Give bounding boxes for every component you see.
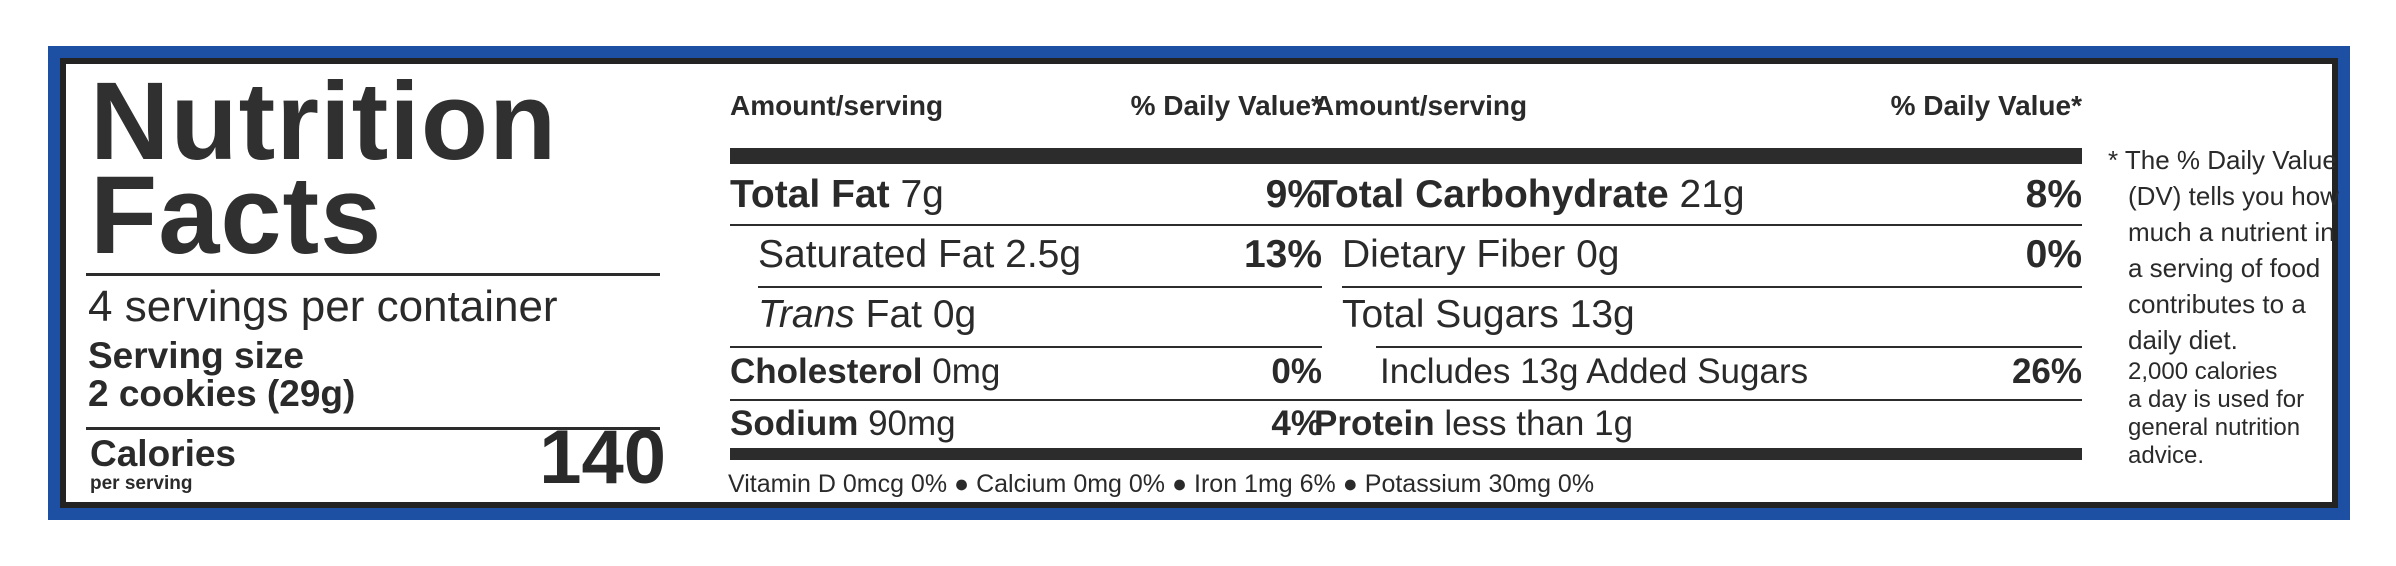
title-facts: Facts bbox=[90, 154, 383, 277]
rule-sugars bbox=[1376, 346, 2082, 348]
col2-bottom-rule bbox=[1314, 448, 2082, 460]
footnote-line5: contributes to a bbox=[2128, 289, 2306, 319]
protein-row: Protein less than 1g bbox=[1314, 403, 1633, 445]
calories-value: 140 bbox=[539, 415, 666, 500]
rule-added-sugars bbox=[1314, 399, 2082, 401]
footnote-line1: * The % Daily Value bbox=[2108, 145, 2337, 175]
micro-potassium: Potassium 30mg 0% bbox=[1364, 470, 1595, 498]
micro-iron: Iron 1mg 6% bbox=[1194, 470, 1336, 498]
bullet-icon: ● bbox=[1171, 470, 1195, 498]
col2-header-amount: Amount/serving bbox=[1314, 90, 1528, 121]
bullet-icon: ● bbox=[954, 470, 977, 498]
fiber-amount: 0g bbox=[1576, 233, 1620, 276]
rule-title bbox=[86, 273, 660, 276]
cholesterol-amount: 0mg bbox=[932, 352, 1001, 391]
micro-vitamin-d: Vitamin D 0mcg 0% bbox=[728, 470, 948, 498]
col2-header-dv: % Daily Value* bbox=[1890, 90, 2082, 121]
cholesterol-name: Cholesterol bbox=[730, 352, 923, 391]
footnote-line9: general nutrition bbox=[2128, 414, 2301, 441]
total-fat-amount: 7g bbox=[900, 173, 944, 216]
fiber-row: Dietary Fiber 0g bbox=[1342, 232, 1619, 278]
title-nutrition: Nutrition bbox=[90, 60, 558, 183]
cholesterol-row: Cholesterol 0mg bbox=[730, 351, 1000, 393]
sat-fat-dv: 13% bbox=[1243, 233, 1322, 276]
servings-per-container: 4 servings per container bbox=[88, 282, 558, 331]
serving-size-value: 2 cookies (29g) bbox=[88, 373, 356, 414]
protein-name: Protein bbox=[1314, 404, 1435, 443]
calories-label: Calories bbox=[90, 433, 237, 474]
footnote-line10: advice. bbox=[2128, 442, 2205, 469]
rule-total-carb bbox=[1314, 224, 2082, 226]
total-carb-amount: 21g bbox=[1679, 173, 1745, 216]
rule-total-fat bbox=[730, 224, 1322, 226]
cholesterol-dv: 0% bbox=[1271, 352, 1322, 391]
micronutrients-line: Vitamin D 0mcg 0% ● Calcium 0mg 0% ● Iro… bbox=[728, 468, 1594, 500]
sodium-amount: 90mg bbox=[868, 404, 956, 443]
col1-bottom-rule bbox=[730, 448, 1322, 460]
total-fat-name: Total Fat bbox=[730, 173, 890, 216]
sodium-row: Sodium 90mg bbox=[730, 403, 956, 445]
col1-header-amount: Amount/serving bbox=[730, 90, 944, 121]
rule-fiber bbox=[1342, 286, 2082, 288]
fiber-dv: 0% bbox=[2025, 233, 2082, 276]
bullet-icon: ● bbox=[1342, 470, 1365, 498]
sodium-name: Sodium bbox=[730, 404, 859, 443]
footnote-line8: a day is used for bbox=[2128, 386, 2305, 413]
rule-cholesterol bbox=[730, 399, 1322, 401]
col2-thick-rule bbox=[1314, 148, 2082, 164]
calories-sub: per serving bbox=[90, 473, 193, 494]
footnote-line7: 2,000 calories bbox=[2128, 358, 2278, 385]
sugars-row: Total Sugars 13g bbox=[1342, 292, 1635, 338]
fiber-name: Dietary Fiber bbox=[1342, 233, 1566, 276]
rule-trans-fat bbox=[730, 346, 1322, 348]
micro-calcium: Calcium 0mg 0% bbox=[976, 470, 1166, 498]
nutrition-label: Nutrition Facts 4 servings per container… bbox=[66, 60, 2339, 502]
col1-thick-rule bbox=[730, 148, 1322, 164]
label-border: Nutrition Facts 4 servings per container… bbox=[60, 58, 2339, 508]
total-carb-dv: 8% bbox=[2025, 173, 2082, 216]
footnote-line2: (DV) tells you how bbox=[2128, 181, 2339, 211]
trans-fat-name: Trans bbox=[758, 293, 855, 336]
sat-fat-row: Saturated Fat 2.5g bbox=[758, 232, 1081, 278]
label-frame: Nutrition Facts 4 servings per container… bbox=[48, 46, 2350, 520]
trans-fat-amount: Fat 0g bbox=[865, 293, 977, 336]
sat-fat-amount: 2.5g bbox=[1005, 233, 1082, 276]
sugars-amount: 13g bbox=[1569, 293, 1635, 336]
added-sugars-dv: 26% bbox=[2011, 352, 2082, 391]
serving-size-label: Serving size bbox=[88, 335, 304, 376]
sugars-name: Total Sugars bbox=[1342, 293, 1559, 336]
col1-header-dv: % Daily Value* bbox=[1130, 90, 1322, 121]
total-carb-row: Total Carbohydrate 21g bbox=[1314, 172, 1745, 218]
total-fat-dv: 9% bbox=[1265, 173, 1322, 216]
total-carb-name: Total Carbohydrate bbox=[1314, 173, 1669, 216]
total-fat-row: Total Fat 7g bbox=[730, 172, 944, 218]
added-sugars-name: Includes 13g Added Sugars bbox=[1380, 352, 1809, 391]
trans-fat-row: Trans Fat 0g bbox=[758, 292, 976, 338]
footnote-line4: a serving of food bbox=[2128, 253, 2321, 283]
protein-amount: less than 1g bbox=[1444, 404, 1634, 443]
sodium-dv: 4% bbox=[1271, 404, 1322, 443]
rule-sat-fat bbox=[758, 286, 1322, 288]
footnote-line3: much a nutrient in bbox=[2128, 217, 2335, 247]
rule-serving bbox=[86, 427, 660, 430]
footnote-line6: daily diet. bbox=[2128, 325, 2238, 355]
sat-fat-name: Saturated Fat bbox=[758, 233, 995, 276]
